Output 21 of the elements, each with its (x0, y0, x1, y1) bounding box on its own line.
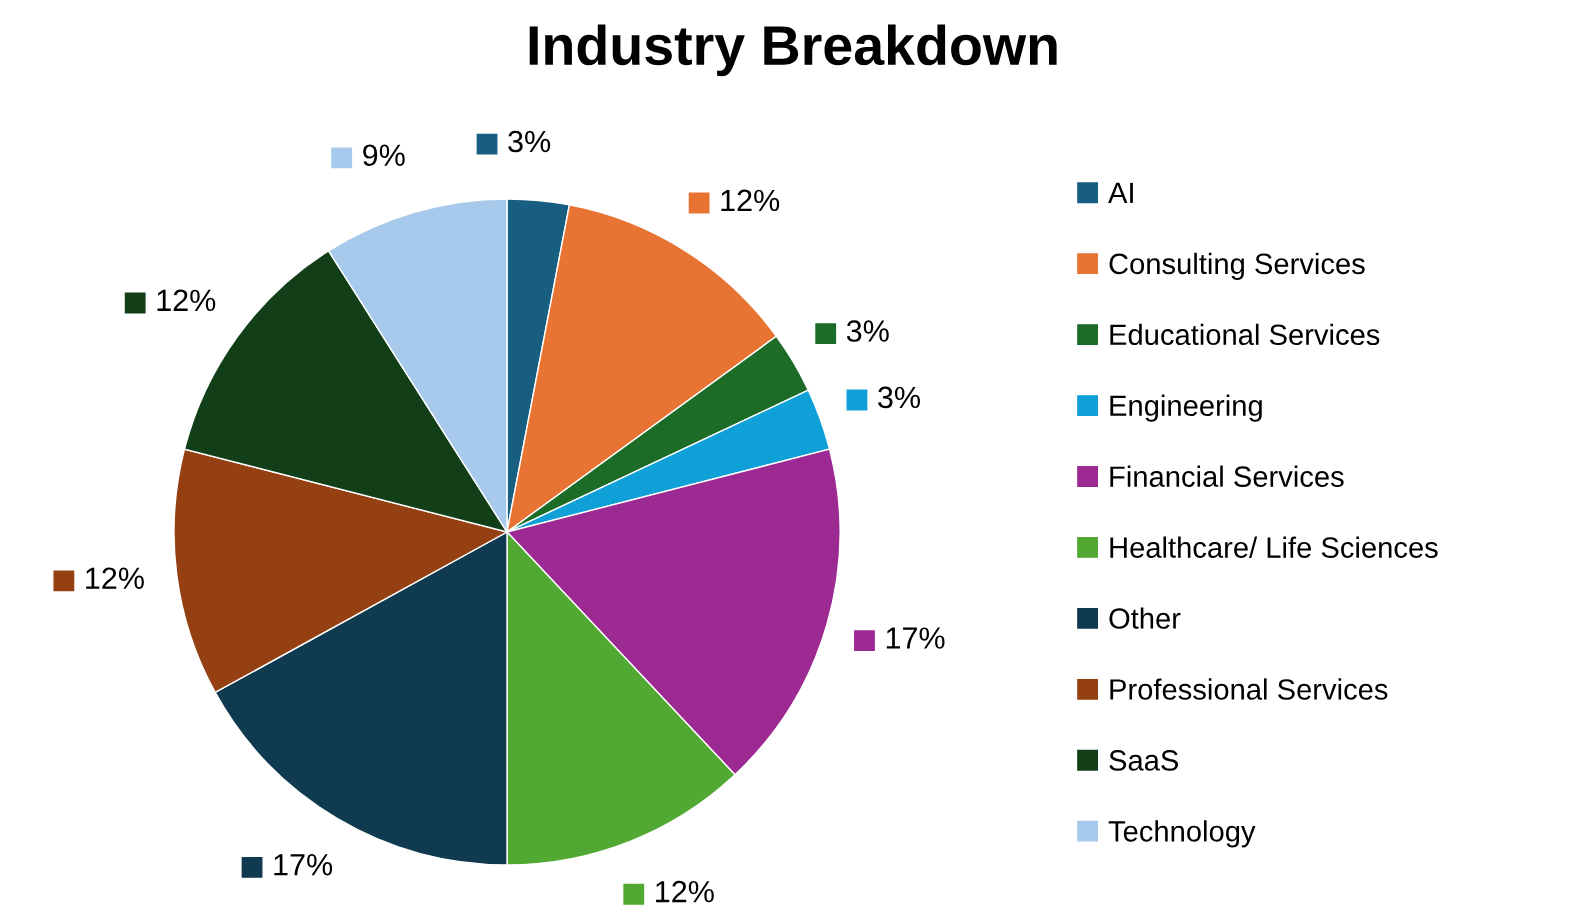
legend-label: Technology (1108, 820, 1256, 848)
data-label: 3% (878, 386, 920, 409)
legend-label: Educational Services (1110, 323, 1380, 346)
data-label: 12% (86, 567, 144, 589)
legend-label: Professional Services (1110, 678, 1388, 700)
legend-label: Other (1109, 607, 1181, 629)
legend-label: Healthcare/ Life Sciences (1110, 536, 1438, 558)
data-label: 12% (157, 289, 216, 312)
data-label: 9% (363, 144, 405, 167)
legend-label: Consulting Services (1109, 252, 1365, 280)
chart-title: Industry Breakdown (529, 24, 1057, 77)
legend-label: AI (1108, 182, 1133, 203)
data-label: 12% (656, 880, 714, 903)
legend-label: Financial Services (1110, 465, 1344, 487)
data-label: 3% (846, 320, 889, 342)
legend-label: SaaS (1109, 750, 1179, 771)
data-label: 12% (721, 189, 780, 212)
data-label: 17% (886, 627, 945, 649)
data-label: 3% (508, 130, 551, 153)
legend-label: Engineering (1110, 394, 1262, 422)
data-label: 17% (274, 854, 333, 876)
